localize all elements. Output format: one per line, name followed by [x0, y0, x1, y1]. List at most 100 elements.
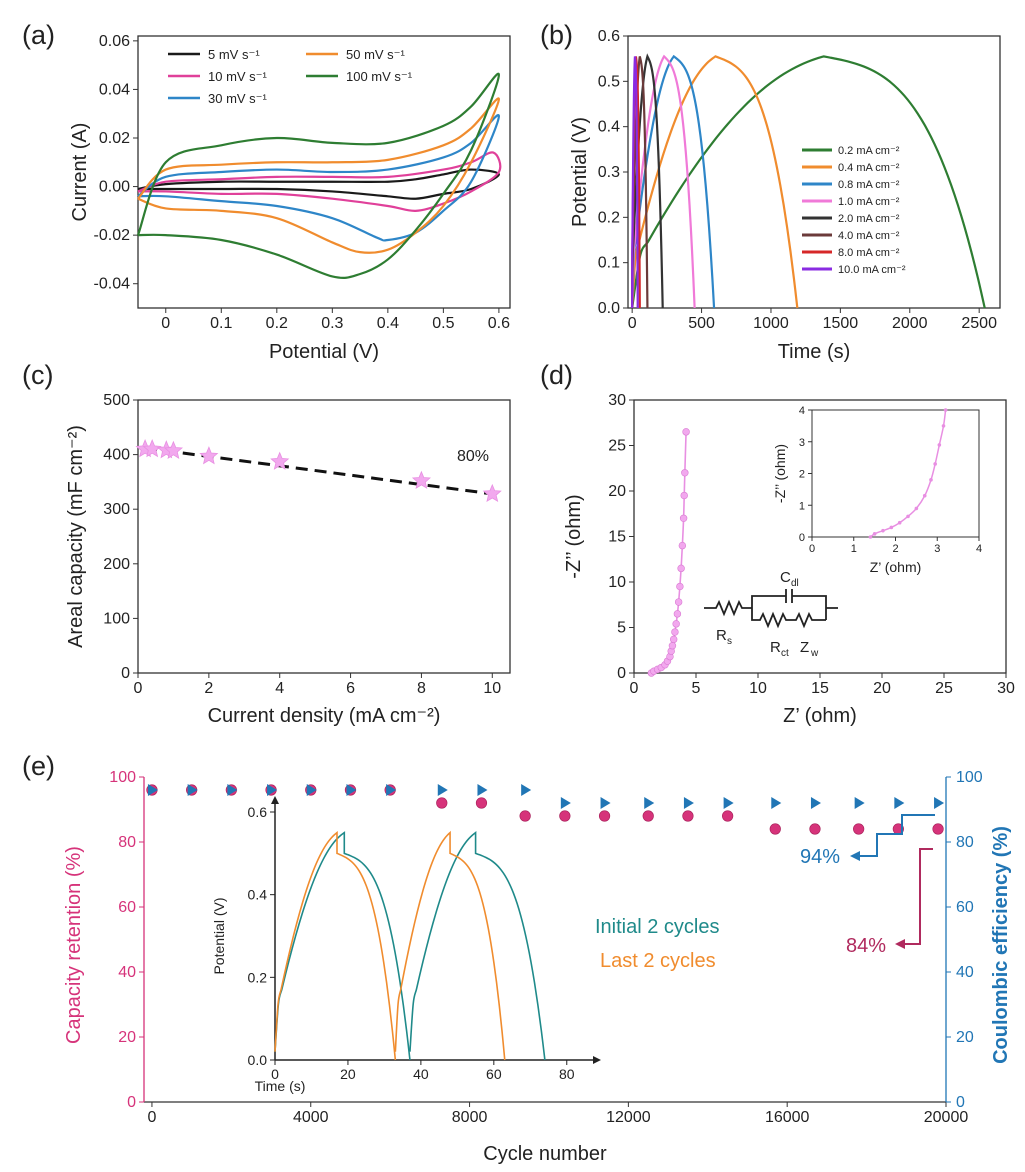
- c-y-tick-label: 400: [103, 447, 130, 464]
- inset-data-point: [943, 408, 948, 412]
- d-y-tick-label: 0: [617, 665, 626, 682]
- c-x-tick-label: 0: [134, 680, 143, 697]
- a-y-tick-label: 0.04: [99, 81, 130, 98]
- inset-y-label: Potential (V): [211, 897, 227, 974]
- gcd-curve-1: [631, 55, 799, 309]
- data-point: [682, 428, 690, 436]
- data-point: [673, 610, 682, 618]
- panel-label: (c): [22, 360, 53, 390]
- d-y-tick-label: 25: [608, 438, 626, 455]
- data-point: [142, 439, 162, 458]
- legend-label-1: 0.4 mA cm⁻²: [838, 162, 900, 174]
- e-y-left-tick-label: 80: [118, 834, 136, 851]
- efficiency-point: [187, 784, 198, 796]
- plot-frame: [627, 35, 1001, 309]
- data-point: [199, 446, 219, 465]
- inset-y-tick-label: 0.0: [248, 1052, 268, 1068]
- retention-point: [519, 810, 531, 822]
- d-x-tick-label: 15: [811, 680, 829, 697]
- retention-point: [682, 810, 694, 822]
- b-x-tick-label: 0: [628, 315, 637, 332]
- a-x-tick-label: 0.3: [321, 315, 343, 332]
- d-x-tick-label: 5: [692, 680, 701, 697]
- a-x-tick-label: 0.1: [210, 315, 232, 332]
- efficiency-point: [306, 784, 317, 796]
- efficiency-point: [521, 784, 532, 796]
- e-x-tick-label: 0: [147, 1109, 156, 1126]
- retention-point: [853, 823, 865, 835]
- circuit-label-zw: Z: [800, 639, 809, 656]
- inset-x-tick-label: 4: [976, 543, 982, 555]
- e-x-tick-label: 8000: [452, 1109, 488, 1126]
- e-x-tick-label: 4000: [293, 1109, 329, 1126]
- y-axis-label: -Z’’ (ohm): [563, 494, 585, 578]
- e-y-right-tick-label: 80: [956, 834, 974, 851]
- a-y-tick-label: 0.06: [99, 33, 130, 50]
- efficiency-point: [723, 797, 734, 809]
- data-point: [411, 470, 431, 489]
- cv-loop-2: [137, 114, 500, 242]
- cr-arrowhead: [895, 939, 905, 949]
- e-y-left-tick-label: 0: [127, 1094, 136, 1111]
- c-y-tick-label: 500: [103, 392, 130, 409]
- trend-line: [144, 446, 493, 496]
- inset-data-point: [906, 514, 910, 519]
- e-y-left-tick-label: 40: [118, 964, 136, 981]
- inset-y-tick-label: 1: [799, 500, 805, 512]
- b-x-tick-label: 1500: [823, 315, 859, 332]
- efficiency-point: [267, 784, 278, 796]
- b-x-tick-label: 2000: [892, 315, 928, 332]
- inset-y-tick-label: 2: [799, 469, 805, 481]
- efficiency-point: [600, 797, 611, 809]
- efficiency-point: [894, 797, 905, 809]
- data-point: [676, 582, 684, 591]
- d-x-tick-label: 25: [935, 680, 953, 697]
- data-point: [482, 483, 502, 503]
- x-axis-label: Time (s): [778, 341, 851, 363]
- a-x-tick-label: 0.6: [488, 315, 510, 332]
- retention-point: [642, 810, 654, 822]
- d-y-tick-label: 30: [608, 392, 626, 409]
- data-point: [668, 641, 677, 650]
- legend-label-0: 5 mV s⁻¹: [208, 47, 260, 62]
- panel-e: (e)0 4000 8000 12000 16000 200000204060801000…: [22, 751, 1012, 1165]
- a-x-tick-label: 0.2: [266, 315, 288, 332]
- c-x-tick-label: 6: [346, 680, 355, 697]
- ce-annotation: 94%: [800, 846, 840, 868]
- circuit-label-rct-sub: ct: [781, 648, 789, 659]
- circuit-label-zw-sub: w: [810, 648, 819, 659]
- inset-y-tick-label: 0.6: [248, 804, 268, 820]
- d-x-tick-label: 10: [749, 680, 767, 697]
- data-point: [674, 598, 683, 606]
- inset-x-label: Z’ (ohm): [870, 559, 922, 575]
- a-y-tick-label: -0.02: [94, 227, 131, 244]
- inset-y-tick-label: 3: [799, 437, 805, 449]
- inset-cycle-0-0: [274, 831, 411, 1061]
- x-axis-label: Current density (mA cm⁻²): [208, 705, 441, 727]
- retention-point: [809, 823, 821, 835]
- inset-y-tick-label: 4: [799, 405, 805, 417]
- circuit-label-rs: R: [716, 627, 727, 644]
- inset-data-point: [941, 424, 946, 428]
- a-y-tick-label: 0.02: [99, 130, 130, 147]
- a-y-tick-label: -0.04: [94, 276, 131, 293]
- inset-x-tick-label: 0: [809, 543, 815, 555]
- data-point: [681, 469, 689, 477]
- inset-x-tick-label: 40: [413, 1066, 429, 1082]
- inset-y-tick-label: 0.4: [248, 887, 268, 903]
- nyquist-line: [650, 431, 687, 674]
- legend-label-3: 50 mV s⁻¹: [346, 47, 406, 62]
- legend-label-4: 2.0 mA cm⁻²: [838, 213, 900, 225]
- inset-data-point: [881, 528, 885, 533]
- circuit-top-branch: [751, 595, 827, 620]
- panel-b: (b) 0 500 1000 1500 2000 2500 0.0 0.1 0.2 0.3 0.4 0.…: [540, 20, 1001, 363]
- cr-annotation: 84%: [846, 935, 886, 957]
- c-y-tick-label: 0: [121, 665, 130, 682]
- b-y-tick-label: 0.6: [598, 28, 620, 45]
- data-point: [669, 635, 678, 644]
- inset-x-tick-label: 20: [340, 1066, 356, 1082]
- data-point: [270, 451, 290, 470]
- a-x-tick-label: 0: [161, 315, 170, 332]
